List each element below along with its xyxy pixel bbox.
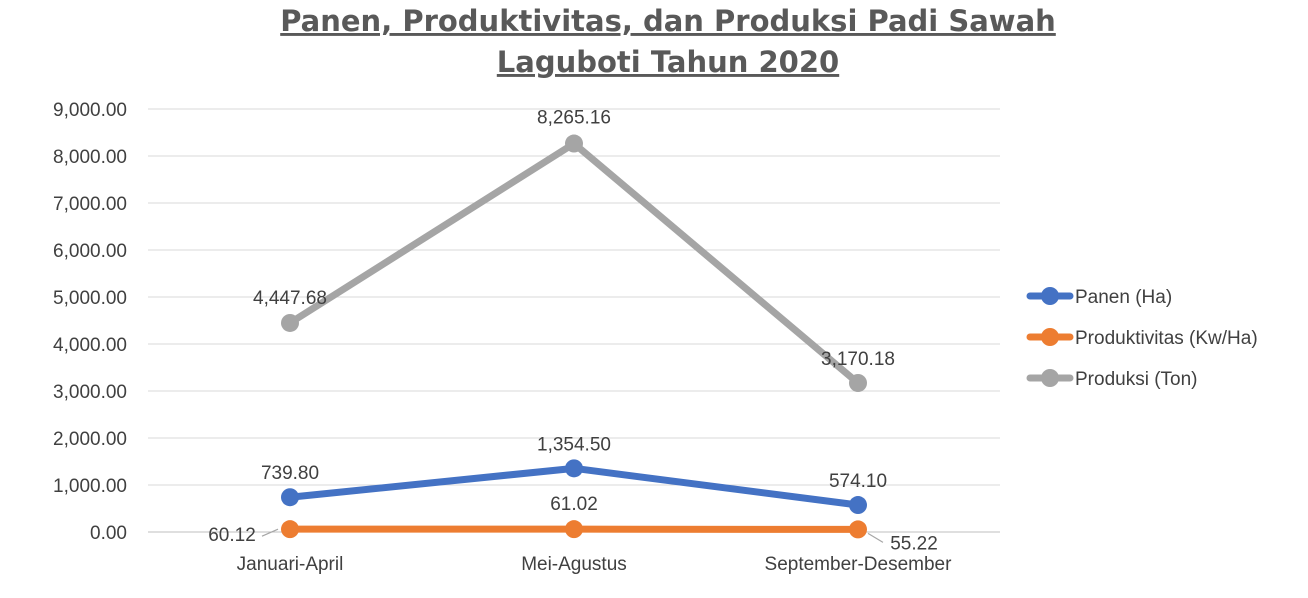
data-point bbox=[281, 313, 299, 332]
series-line bbox=[286, 140, 862, 387]
chart-title: Panen, Produktivitas, dan Produksi Padi … bbox=[280, 4, 1056, 79]
data-point bbox=[281, 488, 299, 507]
x-tick-label: September-Desember bbox=[765, 554, 953, 575]
legend-label: Panen (Ha) bbox=[1075, 287, 1172, 308]
series-2 bbox=[281, 134, 867, 393]
legend-marker bbox=[1041, 328, 1059, 346]
data-label: 1,354.50 bbox=[537, 434, 611, 455]
y-tick-label: 2,000.00 bbox=[53, 429, 127, 450]
data-label: 3,170.18 bbox=[821, 349, 895, 370]
chart-title-line-2: Laguboti Tahun 2020 bbox=[497, 45, 839, 79]
legend-marker bbox=[1041, 287, 1059, 305]
data-point bbox=[849, 374, 867, 393]
x-tick-label: Mei-Agustus bbox=[521, 554, 627, 575]
label-leader-line bbox=[867, 532, 884, 543]
data-point bbox=[281, 520, 299, 539]
legend-entry: Produktivitas (Kw/Ha) bbox=[1026, 328, 1258, 349]
legend-marker bbox=[1041, 369, 1059, 387]
y-tick-label: 0.00 bbox=[90, 523, 127, 544]
data-point bbox=[849, 496, 867, 515]
x-tick-label: Januari-April bbox=[237, 554, 344, 575]
y-tick-label: 5,000.00 bbox=[53, 288, 127, 309]
x-axis: Januari-April Mei-Agustus September-Desemb… bbox=[237, 554, 952, 575]
y-tick-label: 3,000.00 bbox=[53, 382, 127, 403]
data-label: 61.02 bbox=[550, 494, 598, 515]
label-leader-lines bbox=[261, 528, 884, 543]
legend-entry: Produksi (Ton) bbox=[1026, 369, 1198, 390]
y-tick-label: 6,000.00 bbox=[53, 241, 127, 262]
y-tick-label: 4,000.00 bbox=[53, 335, 127, 356]
y-tick-label: 7,000.00 bbox=[53, 194, 127, 215]
legend-entry: Panen (Ha) bbox=[1026, 287, 1172, 308]
data-label: 739.80 bbox=[261, 463, 319, 484]
chart-title-line-1: Panen, Produktivitas, dan Produksi Padi … bbox=[280, 4, 1056, 38]
data-labels: 739.80 1,354.50 574.10 60.12 61.02 55.22 4,447… bbox=[208, 108, 938, 555]
data-point bbox=[565, 134, 583, 153]
legend-label: Produktivitas (Kw/Ha) bbox=[1075, 328, 1258, 349]
y-tick-label: 9,000.00 bbox=[53, 100, 127, 121]
series-0 bbox=[281, 459, 867, 515]
y-tick-label: 1,000.00 bbox=[53, 476, 127, 497]
series-1 bbox=[281, 520, 867, 539]
label-leader-line bbox=[261, 528, 279, 537]
y-axis: 0.00 1,000.00 2,000.00 3,000.00 4,000.00 5,00… bbox=[53, 100, 127, 544]
y-tick-label: 8,000.00 bbox=[53, 147, 127, 168]
series-lines bbox=[281, 134, 867, 539]
legend: Panen (Ha) Produktivitas (Kw/Ha) Produksi … bbox=[1026, 287, 1258, 390]
data-point bbox=[565, 459, 583, 478]
legend-label: Produksi (Ton) bbox=[1075, 369, 1198, 390]
data-label: 55.22 bbox=[890, 533, 938, 554]
data-point bbox=[849, 520, 867, 539]
data-label: 60.12 bbox=[208, 525, 256, 546]
gridlines bbox=[148, 108, 1000, 533]
data-label: 4,447.68 bbox=[253, 288, 327, 309]
data-label: 574.10 bbox=[829, 471, 887, 492]
data-label: 8,265.16 bbox=[537, 108, 611, 129]
data-point bbox=[565, 520, 583, 539]
